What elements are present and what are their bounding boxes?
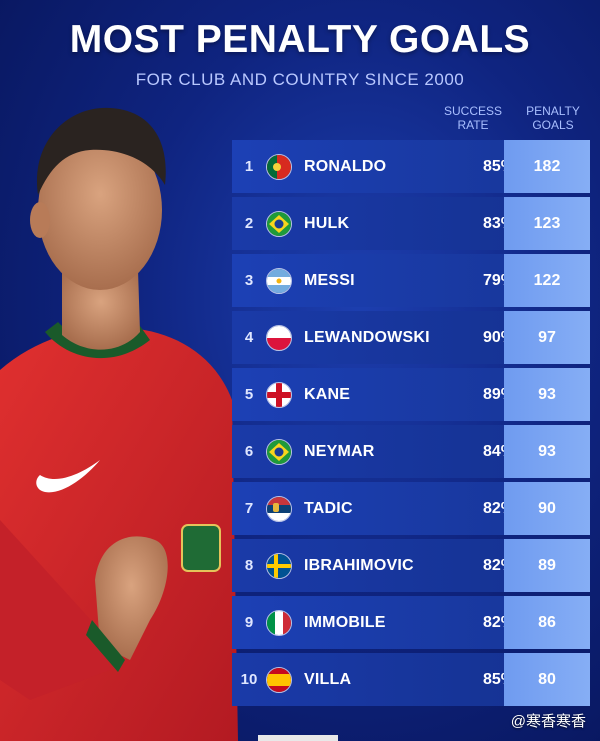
penalty-goals: 123 [504,197,590,250]
table-row: 1 RONALDO 85% 182 [232,140,590,193]
table-row: 6 NEYMAR 84% 93 [232,425,590,478]
england-flag-icon [266,381,292,408]
table-row: 4 LEWANDOWSKI 90% 97 [232,311,590,364]
portugal-flag-icon [266,153,292,180]
player-name: IBRAHIMOVIC [304,556,414,574]
brazil-flag-icon [266,438,292,465]
penalty-goals: 182 [504,140,590,193]
player-rank: 7 [244,500,254,517]
player-name: TADIC [304,499,353,517]
argentina-flag-icon [266,267,292,294]
player-name: NEYMAR [304,442,375,460]
table-row: 2 HULK 83% 123 [232,197,590,250]
player-name: MESSI [304,271,355,289]
player-name: VILLA [304,670,352,688]
player-name: KANE [304,385,351,403]
watermark: @寒香寒香 [510,713,586,730]
player-rank: 8 [244,557,254,574]
table-row: 9 IMMOBILE 82% 86 [232,596,590,649]
page-title: MOST PENALTY GOALS [69,18,531,61]
penalty-goals: 93 [504,425,590,478]
brazil-flag-icon [266,210,292,237]
table-row: 3 MESSI 79% 122 [232,254,590,307]
player-rank: 4 [244,329,254,346]
player-photo [0,107,238,741]
player-rank: 2 [244,215,254,232]
penalty-goals: 93 [504,368,590,421]
player-rank: 1 [244,158,254,175]
player-rank: 9 [244,614,254,631]
column-header-penalty-goals: PENALTY GOALS [526,104,580,132]
penalty-goals: 80 [504,653,590,706]
player-name: HULK [304,214,350,232]
penalty-goals: 97 [504,311,590,364]
penalty-goals: 122 [504,254,590,307]
penalty-goals: 89 [504,539,590,592]
column-header-success-rate: SUCCESS RATE [443,104,502,132]
player-name: RONALDO [304,157,387,175]
poland-flag-icon [266,324,292,351]
player-rank: 3 [244,272,254,289]
player-rank: 6 [244,443,254,460]
serbia-flag-icon [266,495,292,522]
spain-flag-icon [266,666,292,693]
table-row: 7 TADIC 82% 90 [232,482,590,535]
table-row: 8 IBRAHIMOVIC 82% 89 [232,539,590,592]
penalty-goals: 86 [504,596,590,649]
sweden-flag-icon [266,552,292,579]
table-row: 5 KANE 89% 93 [232,368,590,421]
penalty-goals: 90 [504,482,590,535]
page-subtitle: FOR CLUB AND COUNTRY SINCE 2000 [135,70,465,89]
penalty-goals-table: 1 RONALDO 85% 182 2 HULK 83% 123 3 MESSI 79% 122 4 LE… [232,140,590,710]
player-name: IMMOBILE [304,613,386,631]
bottom-bar [258,735,338,741]
player-name: LEWANDOWSKI [304,328,430,346]
player-rank: 10 [240,671,258,688]
player-rank: 5 [244,386,254,403]
table-row: 10 VILLA 85% 80 [232,653,590,706]
italy-flag-icon [266,609,292,636]
